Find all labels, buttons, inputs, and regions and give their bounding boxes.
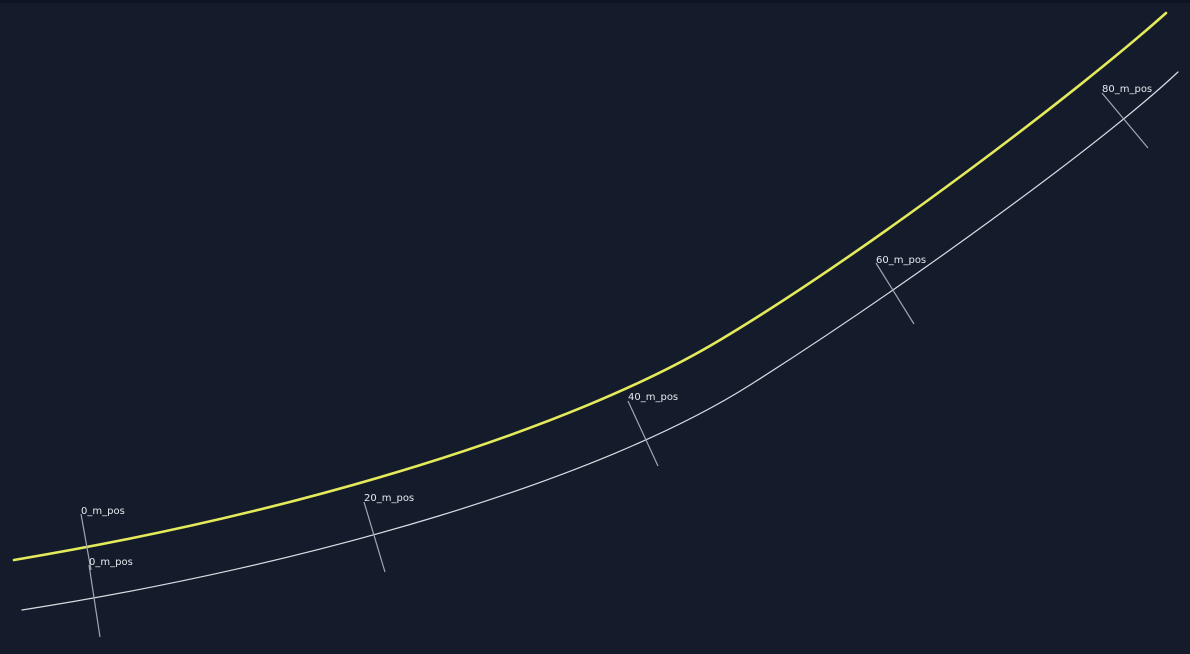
marker-0-lower: 0_m_pos: [88, 557, 133, 638]
marker-tick: [363, 501, 386, 573]
marker-label: 0_m_pos: [81, 506, 125, 517]
marker-label: 0_m_pos: [89, 557, 133, 568]
top-border: [0, 0, 1190, 3]
marker-tick: [627, 400, 659, 467]
marker-label: 40_m_pos: [628, 392, 678, 403]
marker-60: 60_m_pos: [875, 255, 926, 325]
main-track-curve: [12, 11, 1168, 562]
marker-label: 20_m_pos: [364, 493, 414, 504]
marker-tick: [1101, 92, 1149, 149]
marker-tick: [88, 564, 101, 638]
marker-label: 60_m_pos: [876, 255, 926, 266]
marker-20: 20_m_pos: [363, 493, 414, 573]
marker-40: 40_m_pos: [627, 392, 678, 467]
marker-tick: [80, 513, 92, 571]
offset-track-curve: [21, 71, 1179, 611]
marker-label: 80_m_pos: [1102, 84, 1152, 95]
marker-0-upper: 0_m_pos: [80, 506, 125, 571]
marker-80: 80_m_pos: [1101, 84, 1152, 149]
marker-tick: [875, 262, 915, 325]
